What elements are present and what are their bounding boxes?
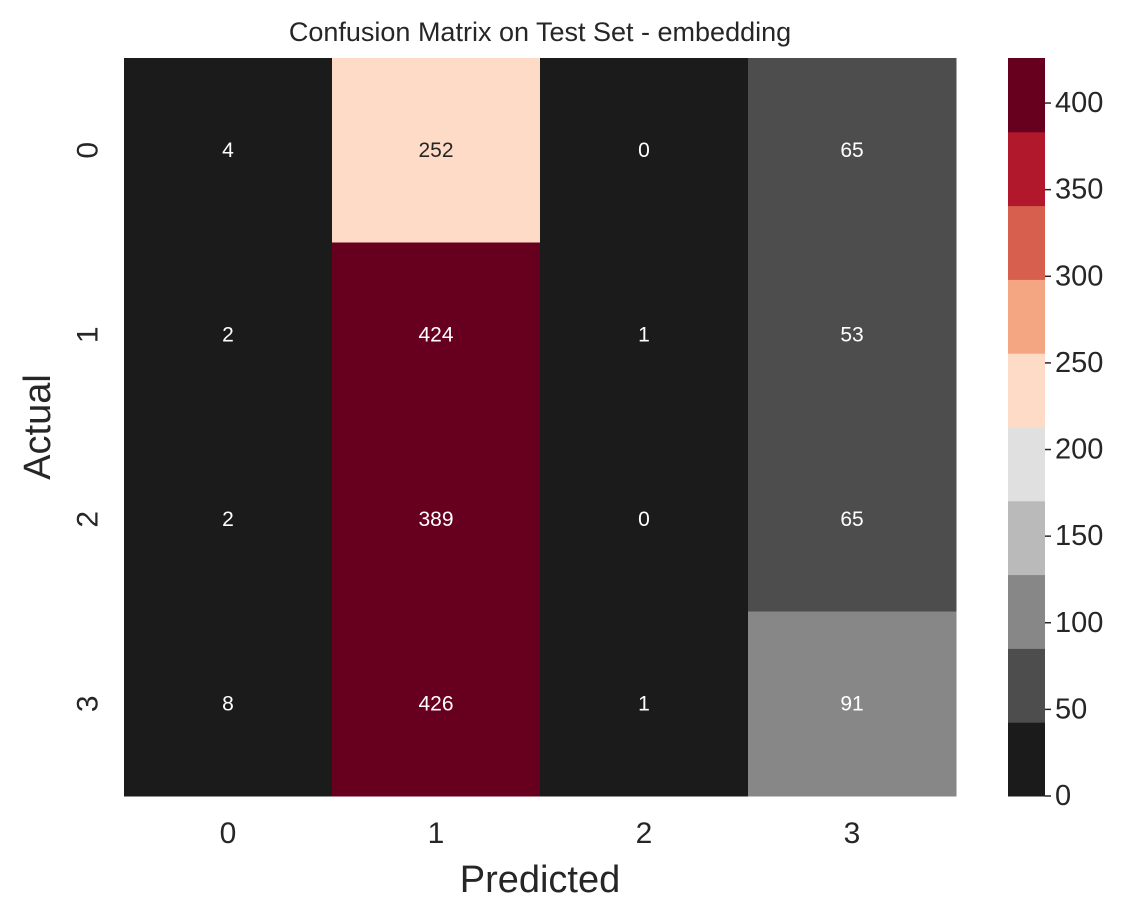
- cell-value-label: 426: [418, 692, 453, 715]
- heatmap-cell: [540, 427, 749, 612]
- colorbar-tick-label: 100: [1055, 607, 1103, 639]
- y-tick-label: 2: [72, 511, 105, 528]
- cell-value-label: 2: [222, 323, 234, 346]
- colorbar-tick-label: 50: [1055, 693, 1087, 725]
- y-tick-label: 1: [72, 326, 105, 343]
- cell-value-label: 4: [222, 139, 234, 162]
- cell-value-label: 0: [638, 508, 650, 531]
- y-tick-label: 0: [72, 142, 105, 159]
- heatmap-cell: [332, 427, 541, 612]
- x-axis-label: Predicted: [460, 859, 621, 901]
- cell-value-label: 0: [638, 139, 650, 162]
- heatmap-cells: 4 252 0 65 2 424 1 53 2 389 0 65 8 426 1 91: [124, 58, 957, 797]
- heatmap-cell: [332, 242, 541, 428]
- colorbar-tick-label: 350: [1055, 174, 1103, 206]
- x-tick-label: 3: [844, 817, 861, 850]
- colorbar-tick-label: 200: [1055, 434, 1103, 466]
- cell-value-label: 1: [638, 323, 650, 346]
- heatmap-cell: [540, 242, 749, 428]
- colorbar: 0 50 100 150 200 250 300 350 400: [1008, 58, 1103, 812]
- y-axis-label: Actual: [17, 374, 59, 480]
- heatmap-cell: [748, 611, 957, 797]
- heatmap-cell: [540, 58, 749, 243]
- cell-value-label: 65: [840, 139, 863, 162]
- heatmap-cell: [124, 611, 333, 797]
- colorbar-segment: [1008, 722, 1045, 797]
- heatmap-cell: [748, 58, 957, 243]
- x-tick-label: 1: [428, 817, 445, 850]
- heatmap-cell: [332, 58, 541, 243]
- heatmap-cell: [332, 611, 541, 797]
- colorbar-segment: [1008, 500, 1045, 576]
- heatmap-cell: [540, 611, 749, 797]
- y-tick-label: 3: [72, 695, 105, 712]
- cell-value-label: 53: [840, 323, 863, 346]
- cell-value-label: 2: [222, 508, 234, 531]
- cell-value-label: 65: [840, 508, 863, 531]
- cell-value-label: 389: [418, 508, 453, 531]
- colorbar-segment: [1008, 574, 1045, 649]
- colorbar-segment: [1008, 648, 1045, 723]
- colorbar-tick-label: 400: [1055, 87, 1103, 119]
- cell-value-label: 424: [418, 323, 453, 346]
- x-tick-label: 2: [636, 817, 653, 850]
- heatmap-cell: [124, 242, 333, 428]
- colorbar-segment: [1008, 427, 1045, 502]
- heatmap-cell: [124, 58, 333, 243]
- colorbar-segment: [1008, 279, 1045, 354]
- heatmap-cell: [748, 427, 957, 612]
- colorbar-segment: [1008, 353, 1045, 428]
- heatmap-cell: [748, 242, 957, 428]
- colorbar-segment: [1008, 205, 1045, 280]
- colorbar-tick-label: 0: [1055, 780, 1071, 812]
- colorbar-segment: [1008, 58, 1045, 133]
- x-tick-label: 0: [220, 817, 237, 850]
- cell-value-label: 8: [222, 692, 234, 715]
- x-axis-ticks: 0 1 2 3: [220, 817, 861, 850]
- colorbar-tick-label: 250: [1055, 347, 1103, 379]
- heatmap-cell: [124, 427, 333, 612]
- cell-value-label: 91: [840, 692, 863, 715]
- chart-title: Confusion Matrix on Test Set - embedding: [289, 17, 791, 47]
- cell-value-label: 252: [418, 139, 453, 162]
- colorbar-tick-label: 150: [1055, 520, 1103, 552]
- cell-value-label: 1: [638, 692, 650, 715]
- colorbar-tick-label: 300: [1055, 260, 1103, 292]
- y-axis-ticks: 0 1 2 3: [72, 142, 105, 712]
- colorbar-segment: [1008, 131, 1045, 207]
